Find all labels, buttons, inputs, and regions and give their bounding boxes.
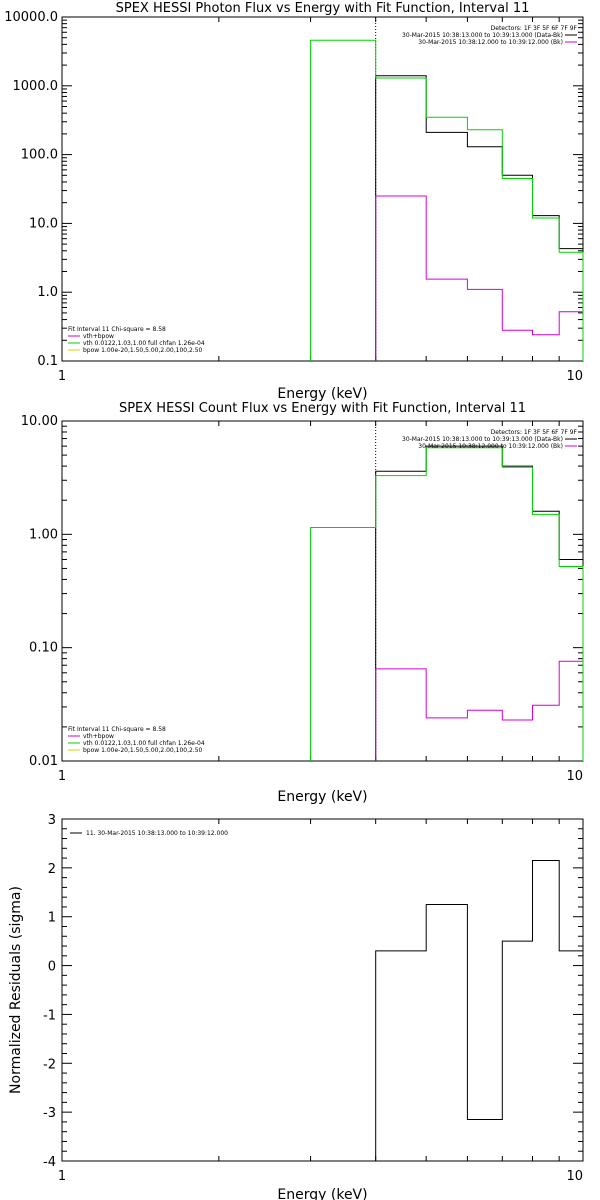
panel-2-ytick-label: 10.00 bbox=[21, 414, 58, 429]
panel-1-legend-line: 30-Mar-2015 10:38:12.000 to 10:39:12.000… bbox=[418, 39, 563, 46]
panel-1-ytick-label: 100.0 bbox=[21, 148, 58, 163]
panel-2-legend-line: 30-Mar-2015 10:38:13.000 to 10:39:13.000… bbox=[402, 436, 563, 443]
panel-2-fit-legend-header: Fit Interval 11 Chi-square = 8.58 bbox=[68, 726, 166, 733]
panel-3-ytick-label: 3 bbox=[48, 813, 56, 828]
panel-2-frame bbox=[61, 420, 584, 762]
panel-1-ytick-label: 0.1 bbox=[37, 354, 58, 369]
panel-2-xlabel: Energy (keV) bbox=[277, 789, 367, 805]
panel-1-fit-legend-item: vth+bpow bbox=[83, 333, 114, 340]
panel-1-fit-legend-item: bpow 1.00e-20,1.50,5.00,2.00,100,2.50 bbox=[83, 347, 203, 354]
panel-1-ytick-label: 10000.0 bbox=[4, 10, 58, 25]
panel-2-legend-line: 30-Mar-2015 10:38:12.000 to 10:39:12.000… bbox=[418, 443, 563, 450]
panel-3-frame bbox=[61, 818, 584, 1162]
panel-1-legend-header: Detectors: 1F 3F 5F 6F 7F 9F bbox=[491, 25, 578, 32]
panel-1-frame bbox=[61, 16, 584, 362]
panel-1-xtick-label: 10 bbox=[566, 369, 583, 384]
panel-1-ytick-label: 1.0 bbox=[37, 285, 58, 300]
panel-1-series-2 bbox=[375, 195, 584, 361]
panel-3-series-1 bbox=[375, 860, 584, 1161]
panel-2-ytick-label: 0.10 bbox=[29, 641, 58, 656]
panel-1-series-3 bbox=[310, 39, 584, 361]
panel-3-ytick-label: -2 bbox=[43, 1057, 56, 1072]
panel-2-ytick-label: 0.01 bbox=[29, 754, 58, 769]
panel-2-series-2 bbox=[375, 660, 584, 761]
panel-3-ytick-label: -4 bbox=[43, 1155, 56, 1170]
panel-2-legend-header: Detectors: 1F 3F 5F 6F 7F 9F bbox=[491, 429, 578, 436]
panel-1-ytick-label: 1000.0 bbox=[13, 79, 59, 94]
panel-1-xtick-label: 1 bbox=[58, 369, 66, 384]
panel-2-ytick-label: 1.00 bbox=[29, 527, 58, 542]
panel-3-ylabel: Normalized Residuals (sigma) bbox=[8, 886, 24, 1094]
panel-1-ytick-label: 10.0 bbox=[29, 216, 58, 231]
panel-2-title: SPEX HESSI Count Flux vs Energy with Fit… bbox=[119, 401, 526, 416]
panel-3-ytick-label: 1 bbox=[48, 911, 56, 926]
panel-3-legend-line: 11. 30-Mar-2015 10:38:13.000 to 10:39:12… bbox=[86, 830, 228, 837]
panel-1-fit-legend-item: vth 0.0122,1.03,1.00 full chfan 1.26e-04 bbox=[83, 340, 205, 347]
panel-1-xlabel: Energy (keV) bbox=[277, 386, 367, 402]
panel-3-ytick-label: -3 bbox=[43, 1106, 56, 1121]
panel-2-series-3 bbox=[310, 447, 584, 761]
panel-2-fit-legend-item: vth 0.0122,1.03,1.00 full chfan 1.26e-04 bbox=[83, 740, 205, 747]
panel-3-xtick-label: 10 bbox=[566, 1169, 583, 1184]
panel-2-xtick-label: 10 bbox=[566, 769, 583, 784]
panel-3-ytick-label: 2 bbox=[48, 862, 56, 877]
panel-2-fit-legend-item: vth+bpow bbox=[83, 733, 114, 740]
panel-1-fit-legend-header: Fit Interval 11 Chi-square = 8.58 bbox=[68, 326, 166, 333]
panel-3-ytick-label: 0 bbox=[48, 960, 56, 975]
panel-1-legend-line: 30-Mar-2015 10:38:13.000 to 10:39:13.000… bbox=[402, 32, 563, 39]
panel-2-series-1 bbox=[375, 445, 584, 761]
panel-1-title: SPEX HESSI Photon Flux vs Energy with Fi… bbox=[116, 1, 530, 16]
panel-3-xlabel: Energy (keV) bbox=[277, 1187, 367, 1200]
panel-3-xtick-label: 1 bbox=[58, 1169, 66, 1184]
panel-2-fit-legend-item: bpow 1.00e-20,1.50,5.00,2.00,100,2.50 bbox=[83, 747, 203, 754]
panel-2-xtick-label: 1 bbox=[58, 769, 66, 784]
panel-3-ytick-label: -1 bbox=[43, 1008, 56, 1023]
